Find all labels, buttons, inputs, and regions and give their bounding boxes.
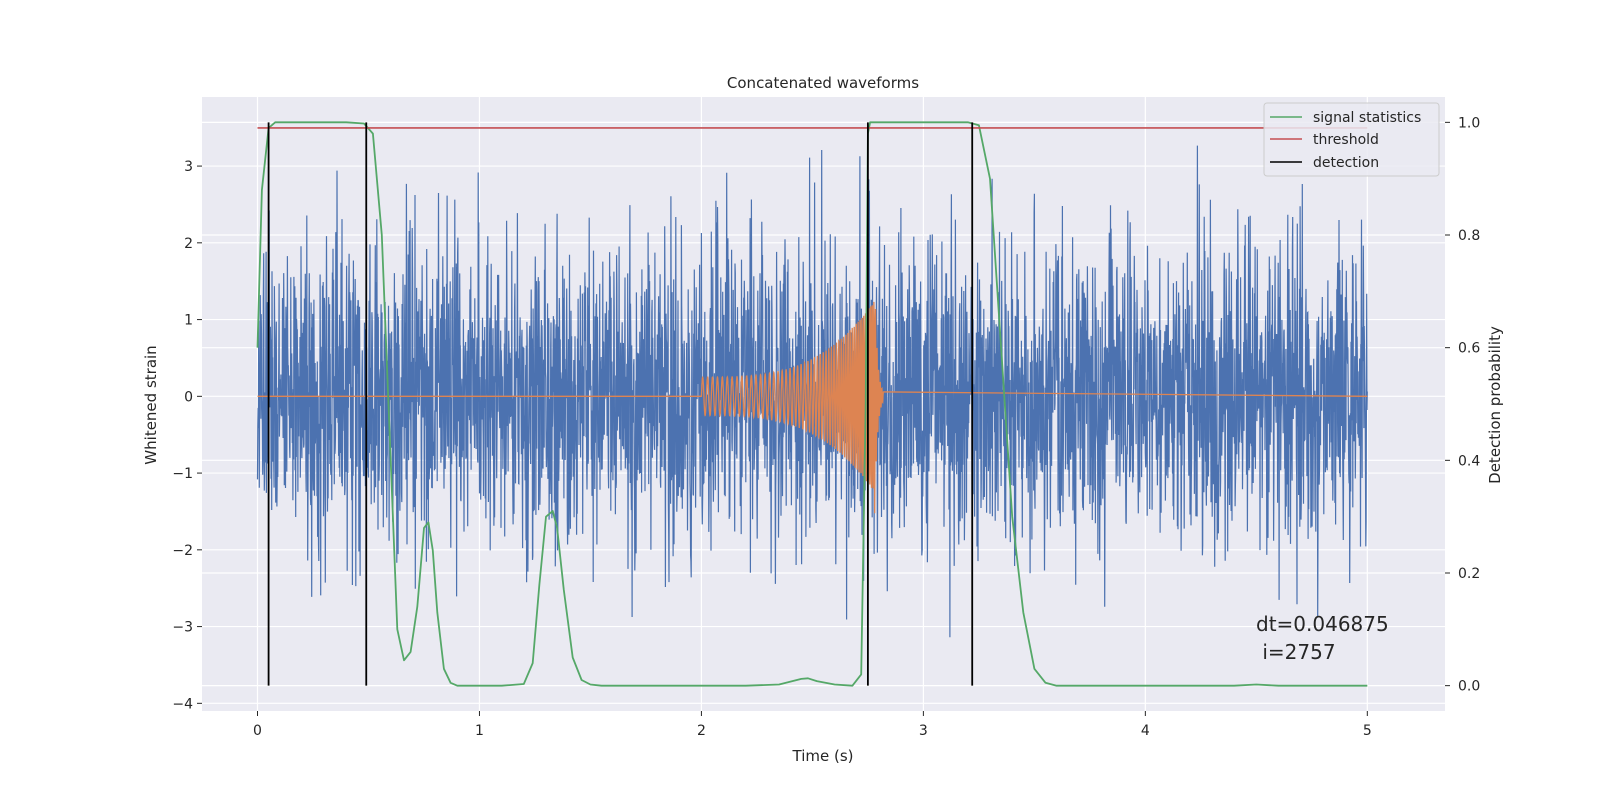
legend-box <box>1263 102 1440 177</box>
y2-axis-label: Detection probability <box>1486 326 1504 484</box>
x-axis-label: Time (s) <box>792 747 854 765</box>
y-tick-label: −3 <box>172 620 193 636</box>
noise-series <box>256 145 1368 638</box>
chart-title: Concatenated waveforms <box>727 74 919 92</box>
annotations: dt=0.046875 i=2757 <box>1256 612 1389 664</box>
legend-label-detection: detection <box>1313 155 1379 171</box>
y-tick-label: −2 <box>172 543 193 559</box>
y2-tick-label: 0.0 <box>1458 679 1480 695</box>
annotation-index: i=2757 <box>1256 640 1336 664</box>
y-tick-label: 1 <box>184 313 193 329</box>
y2-tick-label: 0.2 <box>1458 566 1480 582</box>
y2-tick-label: 0.6 <box>1458 341 1480 357</box>
y-tick-label: −1 <box>172 466 193 482</box>
y2-tick-label: 1.0 <box>1458 115 1480 131</box>
injection-line <box>257 301 1368 514</box>
y-axis-label: Whitened strain <box>142 345 160 464</box>
detection-series <box>267 122 974 686</box>
y-axis-ticks: −4 −3 −2 −1 0 1 2 3 <box>172 159 202 712</box>
y2-axis-ticks: 0.0 0.2 0.4 0.6 0.8 1.0 <box>1445 115 1480 695</box>
y2-tick-label: 0.8 <box>1458 228 1480 244</box>
x-tick-label: 1 <box>475 723 484 739</box>
x-tick-label: 3 <box>919 723 928 739</box>
annotation-dt: dt=0.046875 <box>1256 612 1389 636</box>
injection-series <box>257 301 1368 514</box>
noise-line <box>256 145 1368 638</box>
legend: signal statistics threshold detection <box>1263 102 1440 177</box>
y-tick-label: −4 <box>172 696 193 712</box>
legend-label-threshold: threshold <box>1313 132 1379 148</box>
legend-label-signal-statistics: signal statistics <box>1313 110 1421 126</box>
y-tick-label: 0 <box>184 389 193 405</box>
signal-statistics-line <box>256 121 1368 687</box>
x-axis-ticks: 0 1 2 3 4 5 <box>253 711 1372 739</box>
y-tick-label: 2 <box>184 236 193 252</box>
signal-statistics-series <box>256 121 1368 687</box>
x-tick-label: 4 <box>1141 723 1150 739</box>
y-tick-label: 3 <box>184 159 193 175</box>
x-tick-label: 5 <box>1363 723 1372 739</box>
x-tick-label: 2 <box>697 723 706 739</box>
x-tick-label: 0 <box>253 723 262 739</box>
y2-tick-label: 0.4 <box>1458 453 1480 469</box>
